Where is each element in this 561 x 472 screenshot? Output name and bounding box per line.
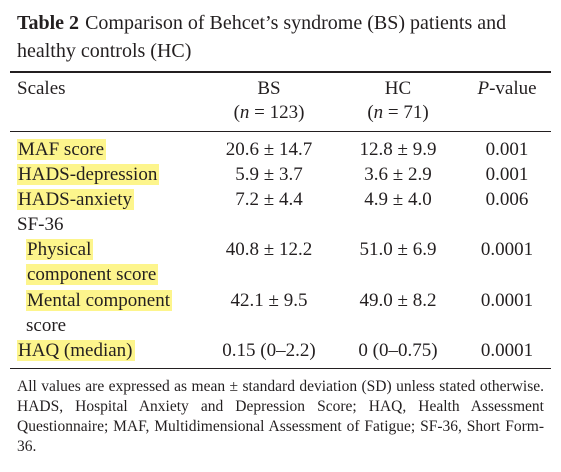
highlighted-label: Mental component [26,290,172,311]
table-row-label-cont: score [26,315,67,336]
table-cell-p: 0.001 [485,164,529,185]
header-p-value: P-value [466,77,548,101]
table-cell-p: 0.001 [485,139,529,160]
table-cell-hc: 0 (0–0.75) [358,340,438,361]
table-row-label: HADS-anxiety [17,188,134,212]
highlighted-label: HADS-anxiety [17,189,134,210]
table-cell-bs: 40.8 ± 12.2 [225,239,313,260]
table-cell-hc: 49.0 ± 8.2 [359,290,437,311]
table-cell-hc: 12.8 ± 9.9 [359,139,437,160]
table-cell-bs: 0.15 (0–2.2) [222,340,316,361]
table-cell-bs: 42.1 ± 9.5 [230,290,308,311]
table-row-label: MAF score [17,138,107,162]
table-row-label-sf36: SF-36 [17,214,64,235]
table-cell-hc: 51.0 ± 6.9 [359,239,437,260]
header-p-italic: P [477,78,490,99]
table-footnote: All values are expressed as mean ± stand… [17,378,544,455]
table-cell-bs: 7.2 ± 4.4 [235,189,303,210]
table-caption: Table 2 Comparison of Behcet’s syndrome (… [17,9,547,65]
highlighted-label: Physical [26,239,94,260]
table-row-label: Mental component [26,289,172,313]
highlighted-label: HADS-depression [17,164,160,185]
table-row-label: HADS-depression [17,163,160,187]
bottom-rule [10,368,551,369]
table-row-label-cont: component score [26,263,159,287]
table-cell-p: 0.0001 [480,340,534,361]
table-cell-p: 0.006 [485,189,529,210]
header-rule [10,131,551,132]
table-number: Table 2 [17,12,80,34]
highlighted-label: component score [26,264,159,285]
table-cell-hc: 3.6 ± 2.9 [364,164,432,185]
table-cell-p: 0.0001 [480,290,534,311]
table-row-label: HAQ (median) [17,339,135,363]
top-rule [10,71,551,73]
table-row-label: Physical [26,238,94,262]
header-p-rest: -value [489,78,537,99]
header-hc-n: (n = 71) [367,102,429,123]
highlighted-label: MAF score [17,139,107,160]
table-cell-p: 0.0001 [480,239,534,260]
header-scales: Scales [17,78,66,99]
header-bs-n: (n = 123) [233,102,305,123]
table-cell-bs: 5.9 ± 3.7 [235,164,303,185]
table-cell-bs: 20.6 ± 14.7 [225,139,313,160]
table-cell-hc: 4.9 ± 4.0 [364,189,432,210]
header-bs: BS [257,78,281,99]
header-hc: HC [384,78,412,99]
table-title: Comparison of Behcet’s syndrome (BS) pat… [17,12,507,62]
highlighted-label: HAQ (median) [17,340,135,361]
